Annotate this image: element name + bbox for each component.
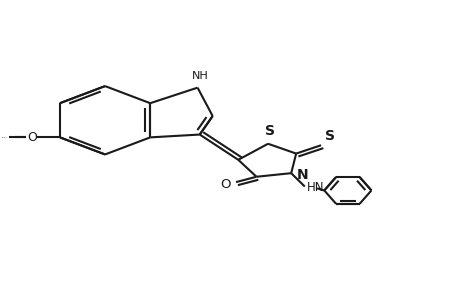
Text: O: O (7, 136, 8, 137)
Text: N: N (296, 168, 308, 182)
Text: methoxy: methoxy (2, 137, 8, 138)
Text: NH: NH (191, 71, 208, 81)
Text: O: O (220, 178, 230, 191)
Text: S: S (265, 124, 274, 138)
Text: HN: HN (307, 181, 324, 194)
Text: O: O (3, 136, 4, 137)
Text: methoxy: methoxy (3, 136, 9, 137)
Text: S: S (324, 129, 334, 143)
Text: O: O (27, 131, 37, 144)
